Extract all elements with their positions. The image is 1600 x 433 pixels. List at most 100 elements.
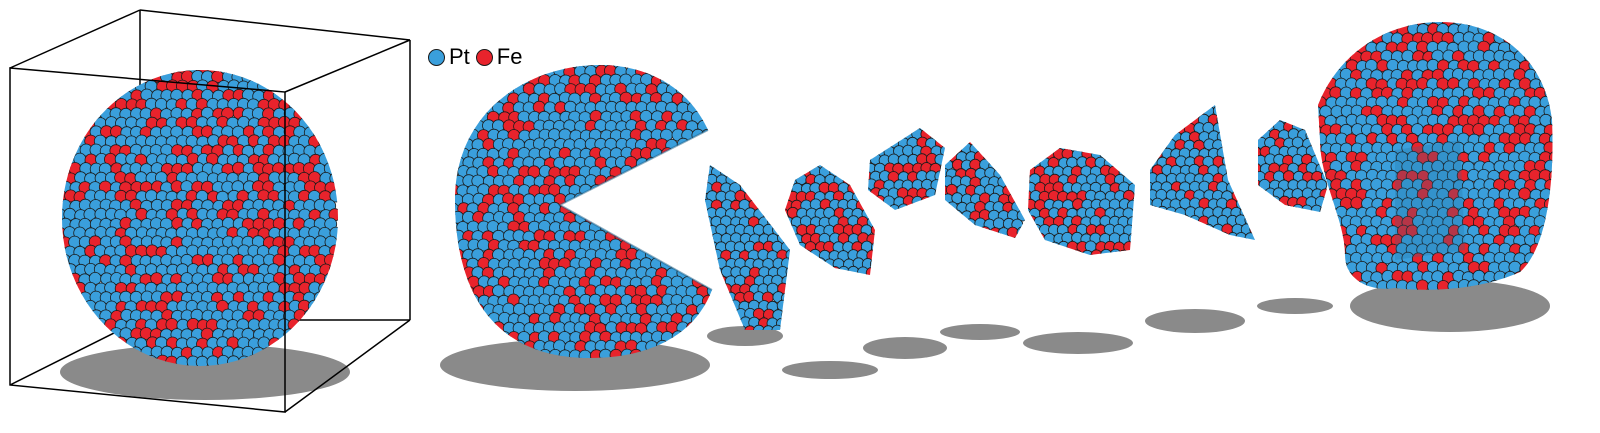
atom (1235, 147, 1248, 160)
atom (1318, 59, 1328, 73)
atom (888, 204, 901, 210)
atom (1258, 188, 1267, 201)
atom (691, 184, 705, 198)
atom (1319, 252, 1333, 265)
atom (461, 83, 475, 96)
atom (757, 183, 770, 195)
atom (1544, 233, 1553, 247)
atom (558, 65, 572, 69)
atom (950, 227, 963, 238)
atom (670, 238, 684, 252)
atom (686, 83, 700, 97)
atom (455, 92, 459, 105)
atom (1207, 231, 1220, 240)
atom (1122, 156, 1135, 169)
atom (706, 258, 719, 270)
atom (1324, 41, 1338, 54)
atom (298, 70, 311, 75)
atom (671, 65, 685, 69)
atom (1156, 205, 1169, 218)
atom (681, 221, 695, 234)
legend-label-fe: Fe (496, 44, 523, 69)
atom (1152, 105, 1164, 109)
atom (776, 182, 789, 195)
atom (1226, 114, 1239, 127)
atom (455, 137, 466, 151)
atom (1269, 195, 1281, 208)
atom (785, 265, 790, 278)
atom (1345, 23, 1358, 36)
atom (307, 80, 321, 94)
atom (63, 337, 77, 351)
atom (1345, 280, 1359, 290)
atom (62, 154, 67, 167)
atom (945, 218, 949, 231)
atom (892, 128, 905, 140)
atom (707, 165, 719, 170)
atom (702, 110, 712, 123)
atom (696, 65, 709, 78)
atom (308, 97, 322, 111)
atom (62, 144, 72, 158)
cutaway-cavity (557, 129, 713, 291)
atom (1529, 22, 1543, 36)
atom (716, 165, 728, 170)
atom (1226, 130, 1239, 143)
atom (1258, 196, 1262, 209)
atom (84, 70, 97, 75)
legend-item-pt: Pt (428, 44, 470, 70)
atom (1245, 113, 1255, 126)
shadow (1257, 298, 1333, 314)
atom (945, 210, 954, 223)
atom (786, 300, 790, 313)
atom (697, 339, 710, 353)
atom (252, 70, 266, 84)
atom (670, 147, 684, 161)
atom (1220, 122, 1233, 135)
atom (681, 201, 694, 215)
atom (1150, 105, 1160, 118)
atom (1188, 105, 1201, 109)
atom (1235, 130, 1248, 143)
atom (634, 229, 648, 243)
atom (1518, 40, 1532, 54)
atom (897, 203, 910, 210)
atom (312, 89, 326, 102)
atom (1319, 205, 1328, 212)
atom (644, 174, 658, 188)
atom (785, 223, 790, 236)
atom (1240, 105, 1252, 117)
atom (1230, 139, 1243, 152)
atom (1319, 270, 1333, 283)
atom (319, 98, 332, 111)
atom (1012, 168, 1025, 180)
atom (1539, 280, 1553, 290)
atom (258, 70, 272, 75)
atom (710, 299, 723, 312)
atom (313, 327, 327, 340)
atom (1524, 22, 1537, 26)
atom (528, 65, 541, 69)
atom (1030, 148, 1042, 152)
atom (1029, 240, 1042, 253)
atom (1174, 207, 1187, 219)
atom (625, 193, 638, 207)
atom (1543, 31, 1553, 45)
atom (1002, 168, 1015, 181)
atom (691, 92, 705, 106)
atom (1034, 232, 1046, 245)
atom (855, 182, 868, 195)
atom (868, 186, 872, 199)
atom (73, 319, 87, 333)
atom (961, 226, 973, 238)
atom (1292, 203, 1304, 212)
atom (328, 152, 338, 166)
atom (1330, 31, 1344, 45)
atom (95, 80, 108, 93)
atom (1318, 280, 1328, 290)
atom (641, 220, 654, 234)
atom (696, 230, 710, 244)
atom (744, 325, 756, 330)
atom (1249, 189, 1255, 202)
atom (706, 274, 718, 287)
